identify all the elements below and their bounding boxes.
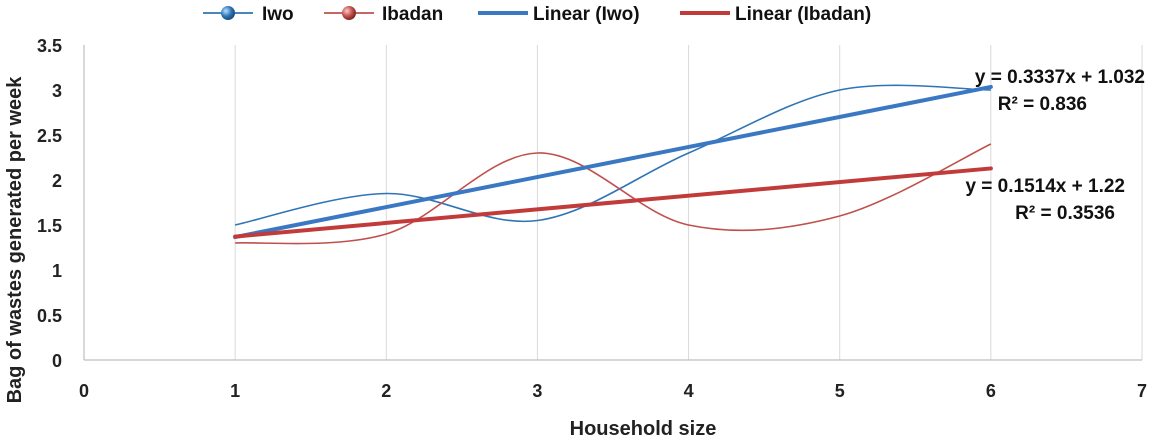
r2-iwo: R² = 0.836 [998, 94, 1087, 115]
equation-ibadan: y = 0.1514x + 1.22 [965, 176, 1125, 197]
legend-label-ibadan: Ibadan [382, 4, 443, 25]
legend-marker-ibadan [342, 6, 356, 20]
gridlines [234, 45, 1143, 360]
legend-marker-iwo [221, 6, 235, 20]
x-tick-2: 2 [381, 381, 391, 401]
x-axis-title: Household size [570, 418, 717, 440]
legend-item-iwo: Iwo [203, 4, 294, 25]
x-tick-5: 5 [835, 381, 845, 401]
axes [83, 45, 1142, 361]
x-tick-4: 4 [684, 381, 694, 401]
x-tick-3: 3 [532, 381, 542, 401]
legend-label-iwo: Iwo [262, 4, 294, 25]
series-lines [234, 84, 992, 245]
y-tick-3: 3 [52, 81, 62, 101]
y-tick-2: 2 [52, 171, 62, 191]
x-tick-7: 7 [1137, 381, 1147, 401]
trendline-ibadan [233, 166, 993, 239]
series-line-ibadan [235, 143, 992, 245]
equation-iwo: y = 0.3337x + 1.032 [975, 67, 1145, 88]
y-tick-labels: 0 0.5 1 1.5 2 2.5 3 3.5 [37, 36, 62, 371]
x-tick-6: 6 [986, 381, 996, 401]
trendline-equation-iwo: y = 0.3337x + 1.032 R² = 0.836 [975, 67, 1145, 115]
y-tick-3.5: 3.5 [37, 36, 62, 56]
legend-item-linear-iwo: Linear (Iwo) [478, 4, 640, 25]
legend-item-linear-ibadan: Linear (Ibadan) [680, 4, 871, 25]
y-tick-2.5: 2.5 [37, 126, 62, 146]
legend: Iwo Ibadan Linear (Iwo) Linear (Ibadan) [203, 4, 871, 25]
y-axis-title: Bag of wastes generated per week [4, 76, 26, 404]
x-tick-labels: 0 1 2 3 4 5 6 7 [79, 381, 1147, 401]
trendline-iwo [233, 84, 993, 240]
y-tick-1.5: 1.5 [37, 216, 62, 236]
trendlines [233, 84, 993, 240]
trendline-equation-ibadan: y = 0.1514x + 1.22 R² = 0.3536 [965, 176, 1125, 224]
y-tick-0.5: 0.5 [37, 306, 62, 326]
x-tick-0: 0 [79, 381, 89, 401]
y-tick-0: 0 [52, 351, 62, 371]
series-line-iwo [234, 84, 991, 226]
legend-label-linear-iwo: Linear (Iwo) [533, 4, 640, 25]
legend-item-ibadan: Ibadan [324, 4, 443, 25]
legend-label-linear-ibadan: Linear (Ibadan) [735, 4, 871, 25]
y-tick-1: 1 [52, 261, 62, 281]
r2-ibadan: R² = 0.3536 [1015, 203, 1115, 224]
x-tick-1: 1 [230, 381, 240, 401]
